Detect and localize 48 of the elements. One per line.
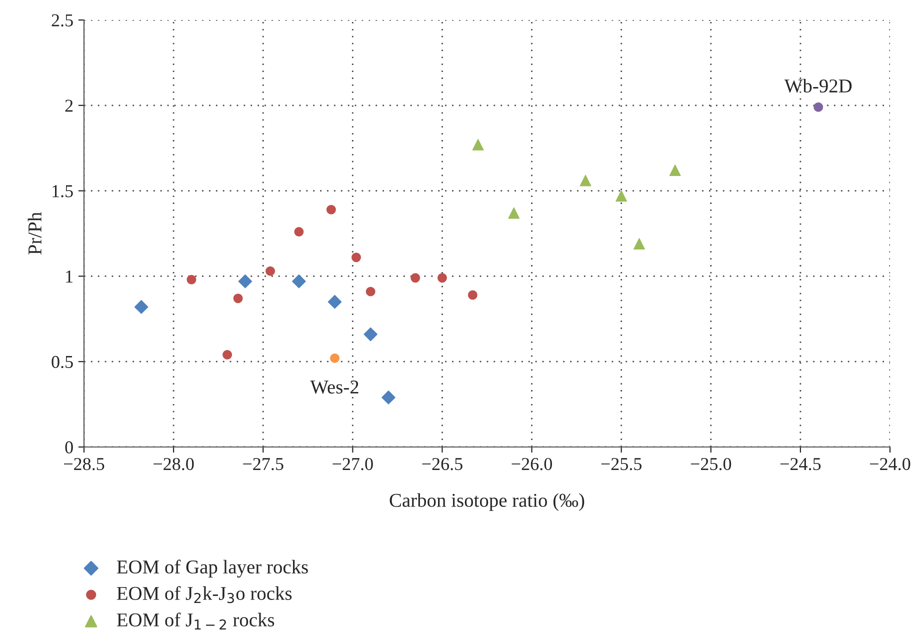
point [364,327,378,342]
annotation: Wb-92D [784,78,852,93]
point [616,190,628,202]
point [472,138,484,150]
point [468,290,478,300]
point [186,274,196,284]
y-tick-label: 1.5 [52,185,73,198]
y-axis-title: Pr/Ph [28,212,42,255]
x-tick-label: −25.0 [690,458,732,470]
point [352,252,361,262]
y-tick-label: 2.5 [52,14,73,27]
point [294,227,304,237]
y-tick-label: 1 [66,270,72,282]
x-tick-label: −25.5 [601,458,642,470]
y-tick-label: 0 [65,441,73,454]
x-tick-label: −27.5 [243,458,284,470]
point [134,300,148,314]
point [233,294,243,304]
point [328,294,342,309]
point [382,390,396,404]
x-tick-label: −24.5 [780,458,821,470]
point [266,266,276,276]
point [437,273,447,283]
point [238,274,252,288]
point [326,204,336,214]
point [222,350,232,360]
y-tick-label: 2 [65,100,73,112]
legend-label: EOM of J$_{2}$k-J$_{3}$o rocks [116,586,292,604]
point [508,207,520,219]
point [814,102,824,112]
point [330,353,340,363]
x-axis-title: Carbon isotope ratio (‰) [390,493,584,511]
legend-label: EOM of J$_{1−2}$ rocks [116,612,274,630]
legend-label: EOM of Gap layer rocks [116,560,308,578]
x-tick-label: −26.5 [422,458,462,470]
point [410,273,420,283]
x-tick-label: −27.0 [332,458,373,470]
annotation: Wes-2 [310,380,358,394]
point [580,174,592,186]
y-tick-label: 0.5 [52,356,73,368]
x-tick-label: −26.0 [512,458,552,470]
point [669,164,681,176]
x-tick-label: −24.0 [870,458,910,470]
point [366,286,376,296]
point [292,274,306,288]
point [634,238,645,250]
x-tick-label: −28.5 [64,458,104,470]
x-tick-label: −28.0 [154,458,194,470]
